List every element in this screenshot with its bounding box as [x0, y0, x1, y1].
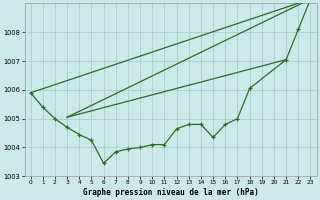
X-axis label: Graphe pression niveau de la mer (hPa): Graphe pression niveau de la mer (hPa)	[83, 188, 258, 197]
